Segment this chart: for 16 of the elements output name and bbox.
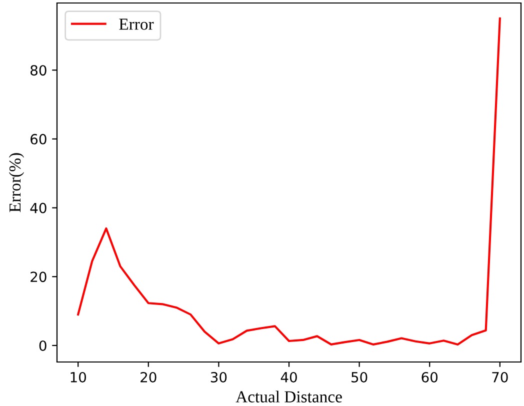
y-tick-label: 0 (39, 340, 46, 351)
y-tick-label: 60 (30, 134, 46, 144)
line-series (77, 17, 501, 346)
y-axis-title: Error(%) (8, 153, 24, 212)
x-tick-label: 40 (280, 372, 297, 382)
y-tick-label: 40 (30, 202, 46, 214)
x-tick-label: 70 (492, 372, 508, 382)
x-tick-label: 10 (70, 372, 86, 382)
legend-label: Error (119, 18, 154, 30)
x-tick-label: 60 (422, 372, 438, 382)
x-tick-label: 20 (140, 372, 156, 382)
y-tick-label: 20 (30, 272, 46, 282)
x-tick-label: 30 (210, 372, 227, 382)
x-tick-label: 50 (352, 372, 368, 382)
y-tick-label: 80 (30, 65, 46, 76)
x-axis-title: Actual Distance (236, 390, 342, 402)
